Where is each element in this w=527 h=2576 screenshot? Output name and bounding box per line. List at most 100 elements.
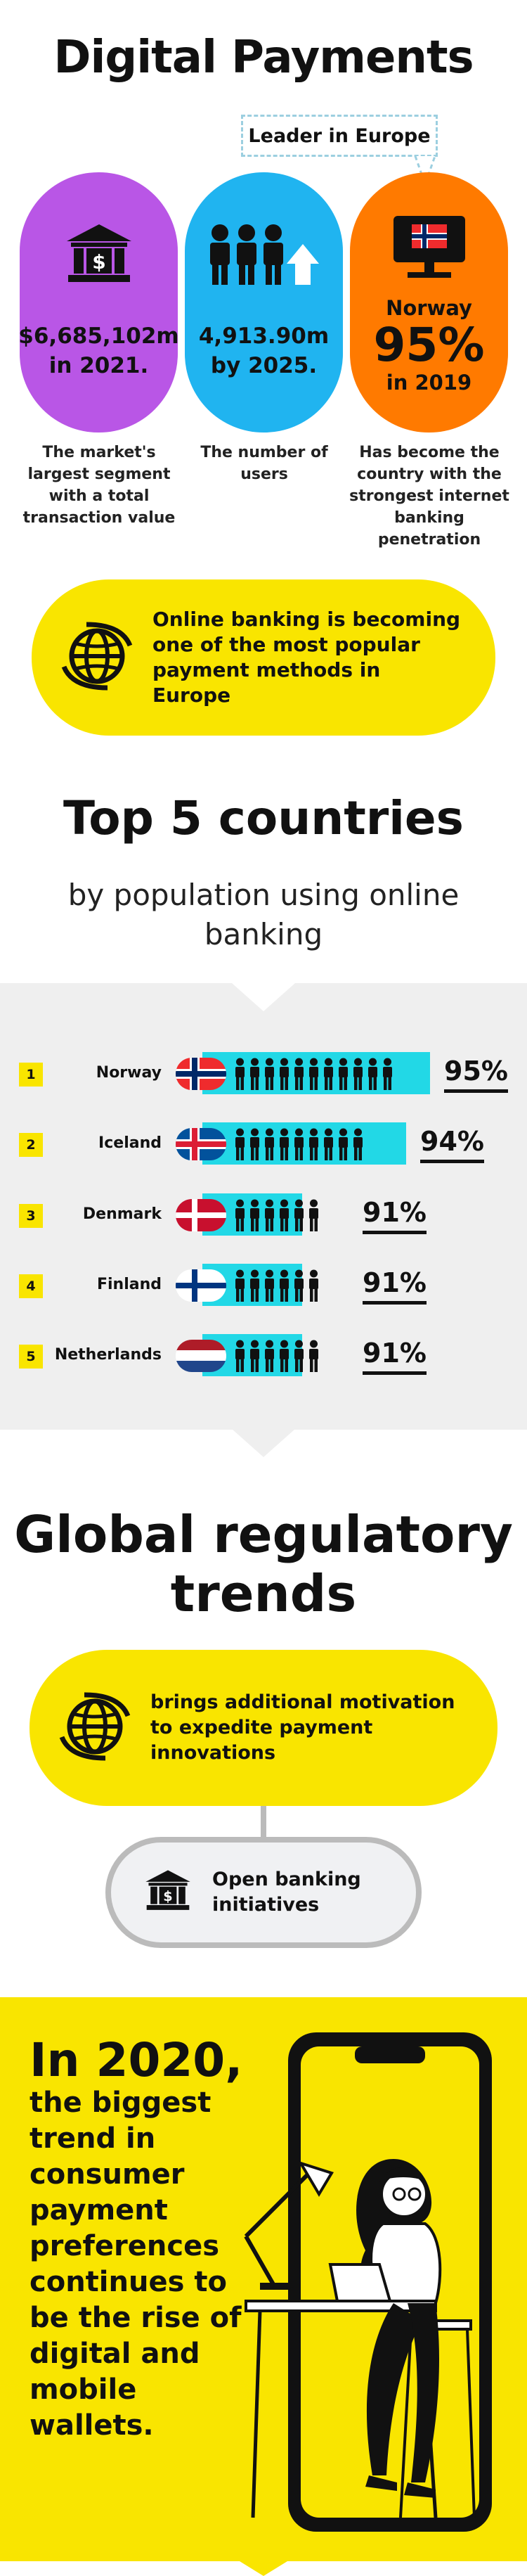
stat-value: $6,685,102m — [18, 323, 179, 349]
globe-icon — [58, 617, 136, 698]
stat-value: 4,913.90m — [198, 323, 330, 349]
leader-label: Leader in Europe — [248, 124, 431, 147]
panel-notch-top — [232, 983, 295, 1011]
person-icon — [235, 1128, 245, 1160]
person-icon — [338, 1128, 349, 1160]
person-icon — [264, 1058, 275, 1090]
users-growth-icon — [208, 216, 320, 293]
person-icon — [264, 1199, 275, 1231]
rank-badge: 1 — [19, 1063, 43, 1087]
person-icon — [338, 1058, 349, 1090]
stat-description: Has become the country with the stronges… — [349, 444, 509, 549]
wallets-year: In 2020, — [30, 2033, 243, 2087]
person-icon — [279, 1269, 289, 1302]
open-banking-text: Open banking initiatives — [212, 1869, 361, 1916]
person-icon — [367, 1058, 378, 1090]
country-row: 1 Norway 95% — [0, 1052, 527, 1094]
stat-year: by 2025. — [210, 353, 318, 378]
person-icon — [264, 1128, 275, 1160]
country-percent: 91% — [363, 1338, 427, 1375]
person-icon — [308, 1128, 319, 1160]
connector-line — [261, 1806, 266, 1848]
person-icon — [249, 1269, 260, 1302]
stat-card-norway: Norway 95% in 2019 — [350, 172, 508, 432]
iceland-flag-icon — [176, 1128, 226, 1160]
norway-flag-icon — [176, 1058, 226, 1090]
global-title-line1: Global regulatory — [14, 1505, 513, 1564]
person-icon — [323, 1058, 334, 1090]
people-icons — [235, 1058, 393, 1090]
netherlands-flag-icon — [176, 1340, 226, 1372]
person-icon — [308, 1269, 319, 1302]
person-icon — [249, 1340, 260, 1372]
person-icon — [294, 1128, 304, 1160]
person-icon — [249, 1199, 260, 1231]
online-banking-text: Online banking is becoming one of the mo… — [152, 608, 461, 707]
country-row: 3 Denmark 91% — [0, 1193, 527, 1236]
person-icon — [294, 1058, 304, 1090]
people-icons — [235, 1128, 363, 1160]
country-name: Denmark — [82, 1205, 162, 1223]
country-percent: 91% — [363, 1267, 427, 1305]
leader-callout: Leader in Europe — [241, 115, 438, 157]
global-title-line2: trends — [170, 1564, 357, 1623]
svg-text:$: $ — [92, 250, 105, 274]
person-icon — [353, 1128, 363, 1160]
people-icons — [235, 1340, 319, 1372]
people-icons — [235, 1199, 319, 1231]
wallets-text: the biggest trend in consumer payment pr… — [30, 2087, 242, 2442]
svg-text:$: $ — [163, 1888, 172, 1904]
country-row: 2 Iceland 94% — [0, 1122, 527, 1165]
online-banking-banner: Online banking is becoming one of the mo… — [32, 579, 495, 736]
rank-badge: 4 — [19, 1274, 43, 1298]
person-icon — [382, 1058, 393, 1090]
country-row: 5 Netherlands 91% — [0, 1334, 527, 1376]
person-icon — [308, 1199, 319, 1231]
stat-country: Norway — [386, 296, 472, 320]
person-icon — [249, 1128, 260, 1160]
global-title: Global regulatory trends — [0, 1505, 527, 1623]
stat-card-market-value: $ $6,685,102m in 2021. — [18, 172, 179, 432]
bank-icon: $ — [143, 1869, 193, 1916]
person-icon — [235, 1199, 245, 1231]
person-icon — [235, 1340, 245, 1372]
denmark-flag-icon — [176, 1199, 226, 1231]
motivation-banner: brings additional motivation to expedite… — [30, 1650, 497, 1806]
stat-year: in 2021. — [48, 353, 149, 378]
person-icon — [323, 1128, 334, 1160]
rank-badge: 5 — [19, 1345, 43, 1369]
panel-notch-bottom — [232, 1429, 295, 1457]
country-row: 4 Finland 91% — [0, 1264, 527, 1306]
stat-percent: 95% — [373, 318, 485, 372]
person-icon — [279, 1128, 289, 1160]
phone-woman-illustration — [244, 2032, 492, 2532]
person-icon — [294, 1269, 304, 1302]
person-icon — [264, 1269, 275, 1302]
country-name: Iceland — [98, 1134, 162, 1152]
person-icon — [235, 1058, 245, 1090]
open-banking-pill: $ Open banking initiatives — [105, 1837, 422, 1948]
country-name: Norway — [96, 1064, 162, 1082]
rank-badge: 2 — [19, 1133, 43, 1157]
stat-description: The market's largest segment with a tota… — [22, 444, 176, 527]
person-icon — [235, 1269, 245, 1302]
stat-description: The number of users — [200, 444, 328, 483]
page-title: Digital Payments — [53, 32, 474, 84]
person-icon — [279, 1199, 289, 1231]
person-icon — [264, 1340, 275, 1372]
person-icon — [353, 1058, 363, 1090]
stat-year: in 2019 — [386, 371, 472, 395]
motivation-text: brings additional motivation to expedite… — [150, 1691, 455, 1764]
country-percent: 95% — [444, 1056, 508, 1093]
top5-subtitle: by population using online banking — [67, 878, 460, 951]
finland-flag-icon — [176, 1269, 226, 1302]
person-icon — [279, 1058, 289, 1090]
globe-icon — [56, 1688, 134, 1768]
monitor-flag-icon — [391, 209, 468, 286]
top5-title: Top 5 countries — [63, 791, 464, 845]
stat-card-users: 4,913.90m by 2025. — [185, 172, 343, 432]
person-icon — [294, 1199, 304, 1231]
country-percent: 94% — [420, 1126, 484, 1163]
bank-icon: $ — [64, 216, 134, 293]
section-arrow — [240, 2561, 287, 2576]
